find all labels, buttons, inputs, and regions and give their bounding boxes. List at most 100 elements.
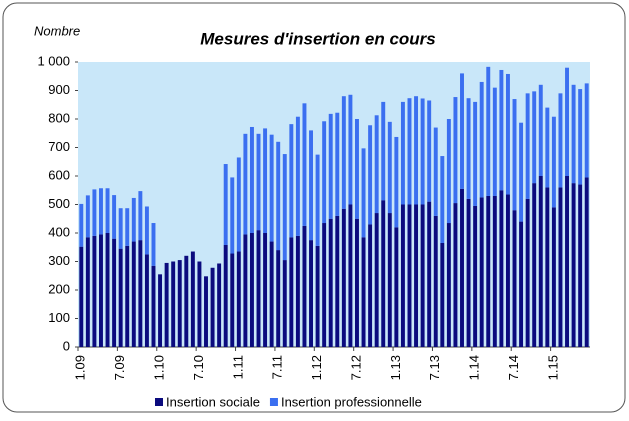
bar-segment (420, 204, 425, 347)
bar-segment (361, 148, 366, 238)
bar-segment (92, 235, 97, 347)
bar-segment (302, 103, 307, 226)
y-tick-label: 800 (48, 110, 70, 125)
bar-segment (381, 200, 386, 347)
bar-segment (400, 204, 405, 347)
bar-segment (387, 121, 392, 214)
bar-segment (387, 213, 392, 347)
bar-segment (466, 198, 471, 347)
bar-segment (289, 237, 294, 347)
bar-segment (289, 124, 294, 238)
bar-segment (446, 119, 451, 224)
bar-segment (512, 99, 517, 211)
bar-segment (551, 116, 556, 208)
x-tick-label: 1.12 (309, 355, 324, 380)
bar-segment (210, 267, 215, 347)
bar-segment (433, 215, 438, 347)
legend-label: Insertion sociale (166, 394, 260, 409)
x-tick-label: 1.11 (230, 355, 245, 379)
y-tick-label: 500 (48, 196, 70, 211)
bar-segment (571, 84, 576, 184)
bar-segment (440, 156, 445, 243)
bar-segment (525, 93, 530, 199)
bar-segment (322, 121, 327, 224)
y-tick-label: 600 (48, 167, 70, 182)
bar-segment (565, 67, 569, 176)
bar-segment (230, 253, 235, 347)
plot-area (78, 62, 590, 347)
bar-segment (414, 204, 419, 347)
bar-segment (79, 203, 84, 247)
bar-segment (414, 96, 419, 205)
bar-segment (236, 157, 241, 252)
bar-segment (204, 276, 208, 347)
x-tick-label: 7.10 (191, 355, 206, 380)
bar-segment (164, 262, 169, 347)
legend-label: Insertion professionnelle (281, 394, 422, 409)
bar-segment (394, 227, 399, 347)
bar-segment (125, 208, 130, 246)
bar-segment (499, 69, 504, 191)
bar-segment (532, 183, 537, 347)
bar-segment (315, 154, 320, 246)
bar-segment (460, 73, 464, 189)
bar-segment (519, 221, 524, 347)
bar-segment (335, 215, 340, 347)
bar-segment (479, 197, 484, 347)
y-axis-label: Nombre (34, 23, 80, 38)
bar-segment (584, 177, 589, 347)
bar-segment (282, 260, 287, 347)
bar-segment (249, 126, 254, 233)
bar-segment (479, 81, 484, 198)
bar-segment (565, 176, 569, 347)
bar-segment (322, 223, 327, 347)
y-tick-label: 100 (48, 310, 70, 325)
x-tick-label: 7.11 (270, 355, 285, 379)
bar-segment (328, 113, 333, 219)
bar-segment (355, 119, 359, 219)
bar-segment (276, 141, 281, 251)
bar-segment (243, 234, 248, 347)
bar-segment (249, 233, 254, 347)
bar-segment (499, 190, 504, 347)
bar-segment (99, 234, 103, 347)
bar-segment (407, 204, 412, 347)
bar-segment (131, 241, 136, 347)
bar-segment (584, 83, 589, 178)
bar-segment (269, 241, 274, 347)
x-tick-label: 7.09 (112, 355, 127, 380)
bar-segment (295, 235, 300, 347)
y-tick-label: 0 (63, 338, 70, 353)
bar-segment (433, 127, 438, 216)
bar-segment (407, 98, 412, 205)
bar-segment (512, 210, 517, 347)
legend-swatch (269, 398, 278, 406)
bar-segment (295, 116, 300, 236)
bar-segment (427, 100, 432, 202)
bar-segment (551, 207, 556, 347)
bar-segment (269, 134, 274, 242)
bar-segment (578, 89, 583, 185)
x-tick-label: 1.10 (151, 355, 166, 380)
bar-segment (131, 197, 136, 242)
bar-segment (99, 188, 103, 235)
bar-segment (315, 245, 320, 347)
bar-segment (558, 93, 563, 188)
y-tick-label: 900 (48, 82, 70, 97)
bar-segment (171, 261, 176, 347)
bar-segment (282, 154, 287, 261)
chart-title: Mesures d'insertion en cours (200, 29, 436, 48)
bar-segment (492, 195, 497, 347)
bar-segment (473, 205, 478, 347)
y-tick-label: 1 000 (37, 53, 70, 68)
bar-segment (85, 195, 90, 238)
bar-segment (85, 237, 90, 347)
bar-segment (243, 133, 248, 235)
bar-segment (217, 263, 222, 347)
bar-segment (460, 188, 464, 347)
bar-segment (118, 248, 123, 347)
bar-segment (348, 204, 353, 347)
bar-segment (466, 98, 471, 199)
bar-segment (151, 223, 156, 266)
